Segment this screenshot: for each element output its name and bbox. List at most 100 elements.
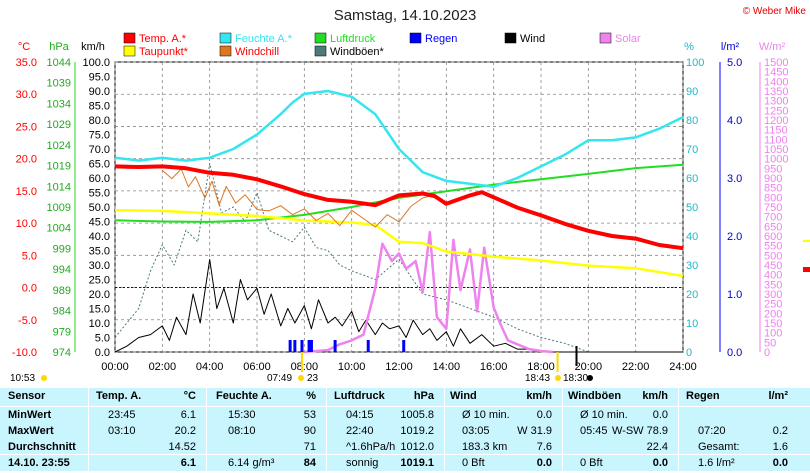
legend-swatch [409, 32, 422, 44]
rain-tick-label: 4.0 [727, 115, 742, 127]
table-header-unit: hPa [413, 390, 434, 402]
wind-tick-label: 50.0 [89, 202, 110, 214]
table-cell-value: 0.0 [536, 409, 552, 421]
time-marker-label: 10:53 [10, 373, 35, 384]
table-cell: 03:10 [108, 425, 136, 437]
series-windb-en [114, 163, 683, 353]
temp-unit-label: °C [18, 41, 30, 53]
pressure-tick-label: 989 [53, 285, 71, 297]
solar-tick-label: 1500 [764, 57, 788, 69]
rain-tick-label: 3.0 [727, 173, 742, 185]
table-cell: 1.6 l/m² [698, 457, 735, 469]
x-tick-label: 22:00 [622, 361, 650, 373]
wind-tick-label: 80.0 [89, 115, 110, 127]
rain-mark [293, 340, 297, 352]
humidity-tick-label: 40 [686, 231, 698, 243]
table-row: 14.10. 23:55 6.1 6.14 g/m³ 84 sonnig 1019.1 0 … [0, 455, 810, 473]
legend-label: Temp. A.* [139, 33, 187, 45]
table-cell: 23:45 [108, 409, 136, 421]
wind-tick-label: 75.0 [89, 130, 110, 142]
wind-tick-label: 15.0 [89, 304, 110, 316]
humidity-tick-label: 0 [686, 347, 692, 359]
wind-tick-label: 40.0 [89, 231, 110, 243]
solar-unit-label: W/m² [759, 41, 786, 53]
pressure-unit-label: hPa [49, 41, 69, 53]
sunset-marker [556, 352, 559, 372]
x-tick-label: 16:00 [480, 361, 508, 373]
row-label: Durchschnitt [8, 441, 76, 453]
pressure-tick-label: 979 [53, 326, 71, 338]
pressure-tick-label: 1009 [47, 202, 71, 214]
solar-tick-label: 600 [764, 231, 782, 243]
temp-tick-label: 25.0 [16, 121, 37, 133]
table-cell-value: 1012.0 [400, 441, 434, 453]
table-separator [678, 388, 679, 471]
temp-tick-label: 20.0 [16, 154, 37, 166]
humidity-tick-label: 30 [686, 260, 698, 272]
solar-tick-label: 1100 [764, 134, 788, 146]
temp-tick-label: 5.0 [22, 250, 37, 262]
legend-label: Luftdruck [330, 33, 376, 45]
rain-mark [366, 340, 370, 352]
solar-tick-label: 550 [764, 241, 782, 253]
humidity-tick-label: 70 [686, 144, 698, 156]
table-header: Windböen [568, 390, 622, 402]
pressure-tick-label: 1019 [47, 161, 71, 173]
solar-tick-label: 1000 [764, 154, 788, 166]
humidity-tick-label: 90 [686, 86, 698, 98]
sunset-label: 18:43 [525, 373, 550, 384]
temp-tick-label: 0.0 [22, 283, 37, 295]
series-luftdruck [114, 163, 684, 223]
edge-marker [803, 240, 810, 242]
table-header: Feuchte A. [216, 390, 272, 402]
table-cell-value: 1.6 [772, 441, 788, 453]
table-cell: 0 Bft [580, 457, 603, 469]
table-cell: 03:05 [462, 425, 490, 437]
x-tick-label: 08:00 [291, 361, 319, 373]
table-cell: 0 Bft [462, 457, 485, 469]
table-cell-value: 7.6 [536, 441, 552, 453]
solar-tick-label: 1150 [764, 125, 788, 137]
table-cell-value: 90 [303, 425, 316, 437]
wind-tick-label: 60.0 [89, 173, 110, 185]
table-cell-value: 1019.2 [400, 425, 434, 437]
table-cell: 08:10 [228, 425, 256, 437]
solar-tick-label: 500 [764, 250, 782, 262]
humidity-tick-label: 60 [686, 173, 698, 185]
solar-tick-label: 1350 [764, 86, 788, 98]
rain-mark [309, 340, 313, 352]
wind-tick-label: 45.0 [89, 217, 110, 229]
table-cell-value: 0.0 [536, 457, 552, 469]
pressure-tick-label: 1044 [47, 57, 71, 69]
x-tick-label: 10:00 [338, 361, 366, 373]
sun-icon [41, 375, 47, 381]
table-cell-value: 71 [303, 441, 316, 453]
x-tick-label: 12:00 [385, 361, 413, 373]
table-cell-value: 0.0 [652, 409, 668, 421]
rain-tick-label: 2.0 [727, 231, 742, 243]
row-label: MinWert [8, 409, 52, 421]
credit-label: © Weber Mike [743, 6, 807, 17]
rain-mark [333, 340, 337, 352]
solar-tick-label: 400 [764, 270, 782, 282]
table-cell: sonnig [346, 457, 379, 469]
rain-mark [288, 340, 292, 352]
solar-tick-label: 100 [764, 328, 782, 340]
legend-swatch [123, 45, 136, 57]
table-separator [326, 388, 327, 471]
solar-tick-label: 1400 [764, 76, 788, 88]
legend-swatch [219, 45, 232, 57]
solar-tick-label: 200 [764, 308, 782, 320]
solar-tick-label: 650 [764, 221, 782, 233]
solar-tick-label: 250 [764, 299, 782, 311]
pressure-tick-label: 1004 [47, 223, 71, 235]
rain-unit-label: l/m² [721, 41, 740, 53]
solar-tick-label: 950 [764, 163, 782, 175]
wind-tick-label: 10.0 [89, 318, 110, 330]
x-tick-label: 14:00 [433, 361, 461, 373]
table-last-separator [0, 454, 810, 455]
x-tick-label: 18:00 [527, 361, 555, 373]
legend-label: Windchill [235, 46, 279, 58]
series-wind [114, 259, 683, 353]
chart-svg: Samstag, 14.10.2023 © Weber Mike °C hPa km/h… [10, 6, 810, 384]
